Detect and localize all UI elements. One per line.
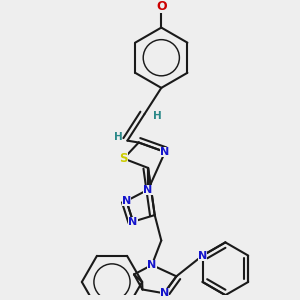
Text: S: S	[119, 152, 128, 165]
Text: N: N	[143, 184, 153, 195]
Text: H: H	[153, 111, 162, 121]
Text: H: H	[114, 132, 122, 142]
Text: N: N	[147, 260, 157, 270]
Text: N: N	[160, 147, 170, 157]
Text: N: N	[122, 196, 131, 206]
Text: N: N	[128, 217, 138, 227]
Text: O: O	[156, 0, 166, 14]
Text: N: N	[198, 250, 207, 261]
Text: N: N	[160, 288, 169, 298]
